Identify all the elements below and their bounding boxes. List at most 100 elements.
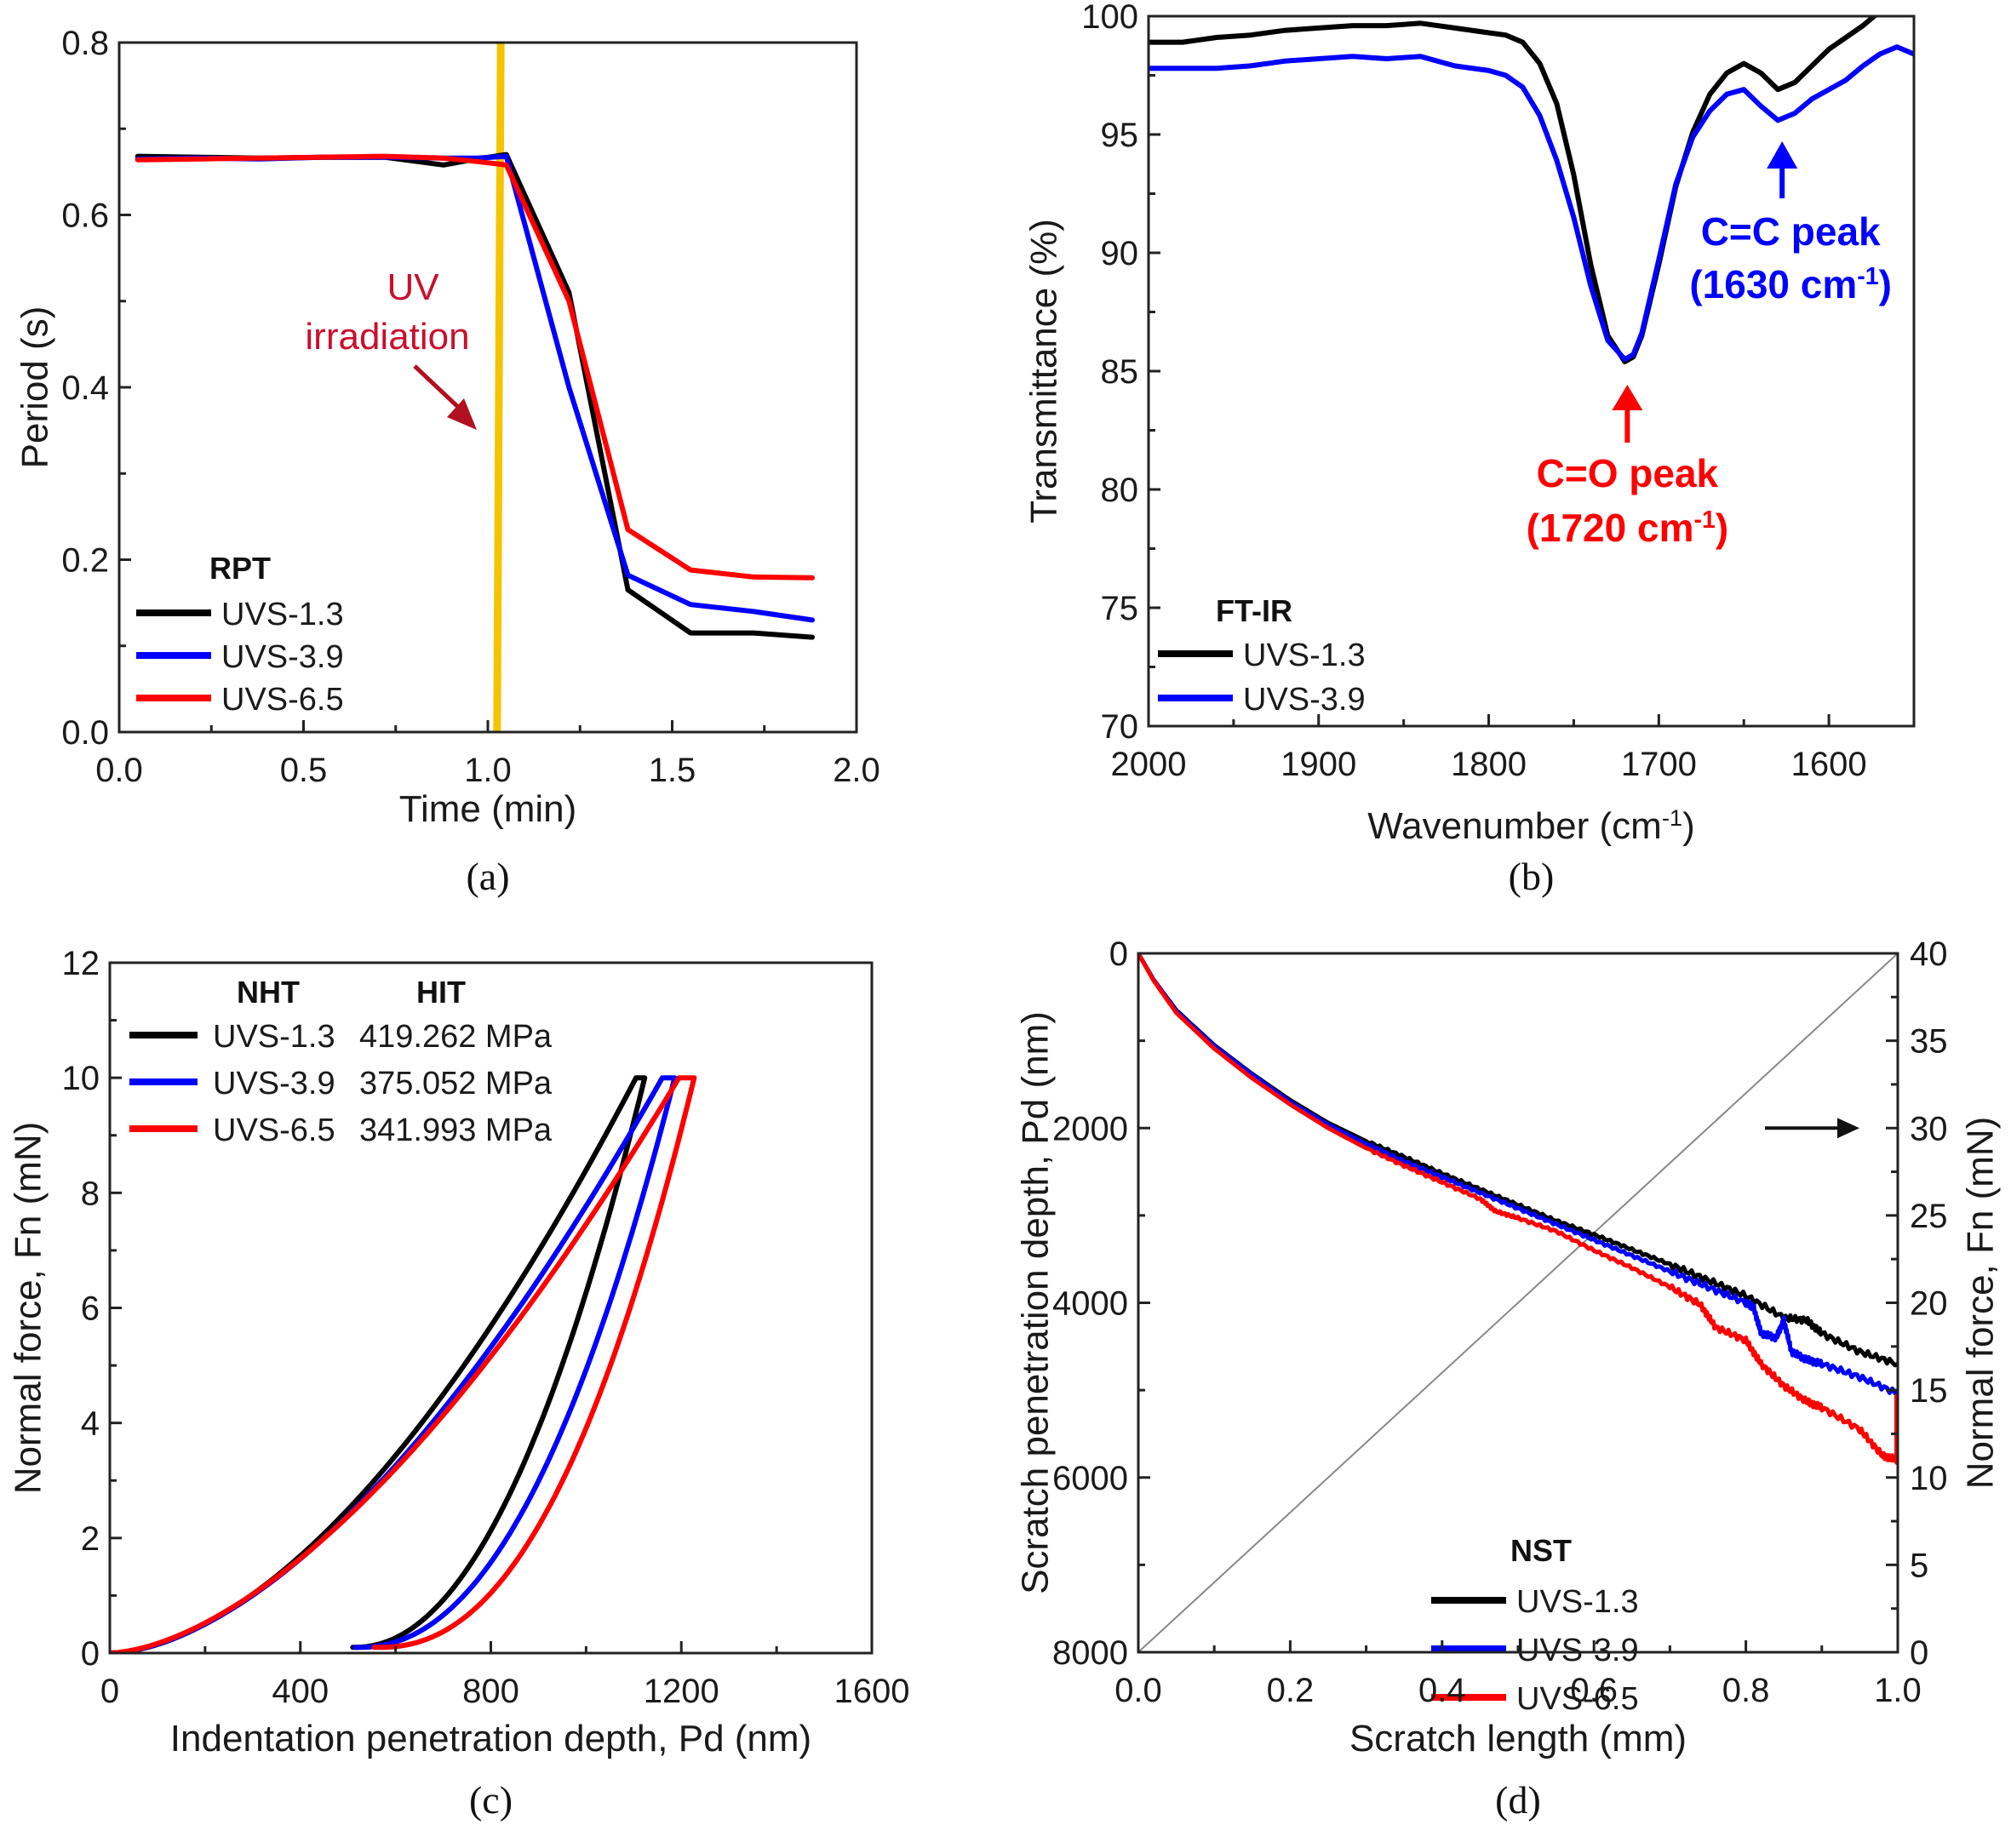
y-tick-label: 12 <box>62 945 100 982</box>
series-line-UVS-3.9 <box>1149 44 1914 363</box>
y-tick-label: 0.2 <box>61 542 109 580</box>
y-tick-label: 0.0 <box>61 714 109 752</box>
y-tick-label: 6 <box>81 1290 100 1328</box>
plot-area <box>110 1075 697 1653</box>
panel-caption: (c) <box>469 1778 513 1822</box>
x-tick-label: 0 <box>100 1673 119 1710</box>
x-tick-label: 2000 <box>1111 746 1187 783</box>
legend-label-UVS-3.9: UVS-3.9 <box>1243 682 1366 718</box>
x-tick-label: 1.5 <box>649 752 696 789</box>
x-axis-title: Time (min) <box>399 788 577 830</box>
legend-label-UVS-6.5: UVS-6.5 <box>1516 1681 1639 1717</box>
panel-caption: (d) <box>1495 1778 1541 1822</box>
x-tick-label: 2.0 <box>833 752 880 789</box>
plot-area <box>1149 16 1914 364</box>
x-tick-label: 800 <box>462 1673 519 1710</box>
series-curve-UVS-1.3 <box>110 1075 648 1653</box>
right-y-tick-label: 35 <box>1910 1023 1948 1061</box>
y-axis-title: Transmittance (%) <box>1023 219 1064 524</box>
legend-title: RPT <box>209 551 271 586</box>
legend-label-UVS-1.3: UVS-1.3 <box>213 1019 335 1055</box>
y-tick-label: 10 <box>62 1060 100 1097</box>
panel-d: NST UVS-1.3 UVS-3.9 UVS-6.5 0.0 0.2 0.4 0.6 0.8 1… <box>1014 935 2001 1822</box>
y-axis-title: Period (s) <box>14 306 55 469</box>
y-tick-label: 100 <box>1081 0 1138 36</box>
uv-arrow-shaft <box>413 364 461 410</box>
y-tick-label: 0.4 <box>61 369 109 407</box>
y-axis-title: Normal force, Fn (mN) <box>7 1122 49 1495</box>
co-peak-wavenumber: (1720 cm-1) <box>1527 506 1729 550</box>
y-tick-label: 90 <box>1101 235 1139 272</box>
right-y-axis-title: Normal force, Fn (mN) <box>1959 1117 2001 1490</box>
uv-irradiation-line <box>493 43 505 732</box>
x-tick-label: 0.0 <box>95 752 143 789</box>
panel-a: UV irradiation RPT UVS-1.3 UVS-3.9 UVS-6.5 0.0… <box>14 25 879 898</box>
y-tick-label: 4 <box>81 1405 100 1443</box>
uv-label: UV <box>387 266 439 308</box>
y-tick-label: 0.6 <box>61 197 109 235</box>
right-y-tick-label: 40 <box>1910 935 1948 973</box>
y-tick-label: 8000 <box>1052 1634 1128 1672</box>
y-tick-label: 75 <box>1101 590 1139 627</box>
co-arrow-head <box>1612 385 1643 410</box>
y-tick-label: 2000 <box>1052 1110 1128 1147</box>
x-tick-label: 1900 <box>1281 746 1356 783</box>
y-tick-label: 80 <box>1101 472 1139 509</box>
legend-label-UVS-6.5: UVS-6.5 <box>221 682 344 718</box>
right-y-tick-label: 30 <box>1910 1110 1948 1147</box>
legend-column-title-hit: HIT <box>416 975 466 1010</box>
x-axis-title: Wavenumber (cm-1) <box>1367 804 1694 848</box>
series-line-UVS-6.5 <box>135 153 815 581</box>
series-line-UVS-6.5 <box>1138 953 1898 1465</box>
cc-peak-wavenumber: (1630 cm-1) <box>1689 262 1892 306</box>
legend-column-title-nht: NHT <box>237 975 300 1010</box>
y-tick-label: 6000 <box>1052 1460 1128 1497</box>
legend-label-UVS-3.9: UVS-3.9 <box>213 1066 335 1101</box>
x-tick-label: 1.0 <box>1874 1672 1922 1709</box>
x-axis-title: Indentation penetration depth, Pd (nm) <box>170 1718 811 1759</box>
x-tick-label: 0.0 <box>1114 1672 1162 1709</box>
panel-caption: (a) <box>466 855 509 898</box>
y-tick-label: 0 <box>1109 935 1128 973</box>
x-tick-label: 1600 <box>834 1673 910 1710</box>
legend-label-UVS-3.9: UVS-3.9 <box>1516 1633 1639 1668</box>
panel-caption: (b) <box>1509 855 1555 898</box>
x-tick-label: 0.4 <box>1418 1672 1466 1709</box>
uv-arrow-head <box>447 398 477 430</box>
right-y-tick-label: 0 <box>1910 1634 1928 1672</box>
co-peak-label: C=O peak <box>1537 451 1719 495</box>
legend-hit-value: 419.262 MPa <box>359 1019 553 1055</box>
x-tick-label: 0.2 <box>1267 1672 1315 1709</box>
y-axis-title: Scratch penetration depth, Pd (nm) <box>1014 1011 1056 1594</box>
cc-peak-label: C=C peak <box>1701 209 1881 254</box>
x-tick-label: 1200 <box>644 1673 719 1710</box>
legend-title: FT-IR <box>1216 593 1292 628</box>
x-tick-label: 1600 <box>1791 746 1867 783</box>
panel-b: C=O peak (1720 cm-1) C=C peak (1630 cm-1) FT… <box>1023 0 1916 898</box>
y-tick-label: 85 <box>1101 353 1139 391</box>
normal-force-line <box>1138 953 1898 1652</box>
legend-label-UVS-1.3: UVS-1.3 <box>1243 638 1366 673</box>
y-tick-label: 70 <box>1101 708 1139 746</box>
panel-c: NHT HIT UVS-1.3 419.262 MPa UVS-3.9 375.052 M… <box>7 945 909 1822</box>
legend-hit-value: 375.052 MPa <box>359 1066 553 1101</box>
x-tick-label: 0.8 <box>1722 1672 1770 1709</box>
right-y-tick-label: 5 <box>1910 1547 1928 1584</box>
right-axis-arrow-head <box>1837 1118 1859 1139</box>
series-line-UVS-3.9 <box>1138 953 1898 1396</box>
x-tick-label: 0.5 <box>280 752 328 789</box>
cc-arrow-head <box>1767 141 1798 169</box>
right-y-tick-label: 10 <box>1910 1460 1948 1497</box>
y-tick-label: 2 <box>81 1520 100 1558</box>
x-axis-title: Scratch length (mm) <box>1349 1718 1687 1759</box>
y-tick-label: 8 <box>81 1175 100 1212</box>
y-tick-label: 4000 <box>1052 1285 1128 1323</box>
series-curve-UVS-6.5 <box>110 1075 697 1653</box>
right-y-tick-label: 25 <box>1910 1198 1948 1235</box>
y-tick-label: 0.8 <box>61 25 109 62</box>
legend-label-UVS-3.9: UVS-3.9 <box>221 639 344 675</box>
right-y-tick-label: 20 <box>1910 1285 1948 1323</box>
x-tick-label: 1.0 <box>464 752 512 789</box>
legend-label-UVS-6.5: UVS-6.5 <box>213 1113 335 1148</box>
